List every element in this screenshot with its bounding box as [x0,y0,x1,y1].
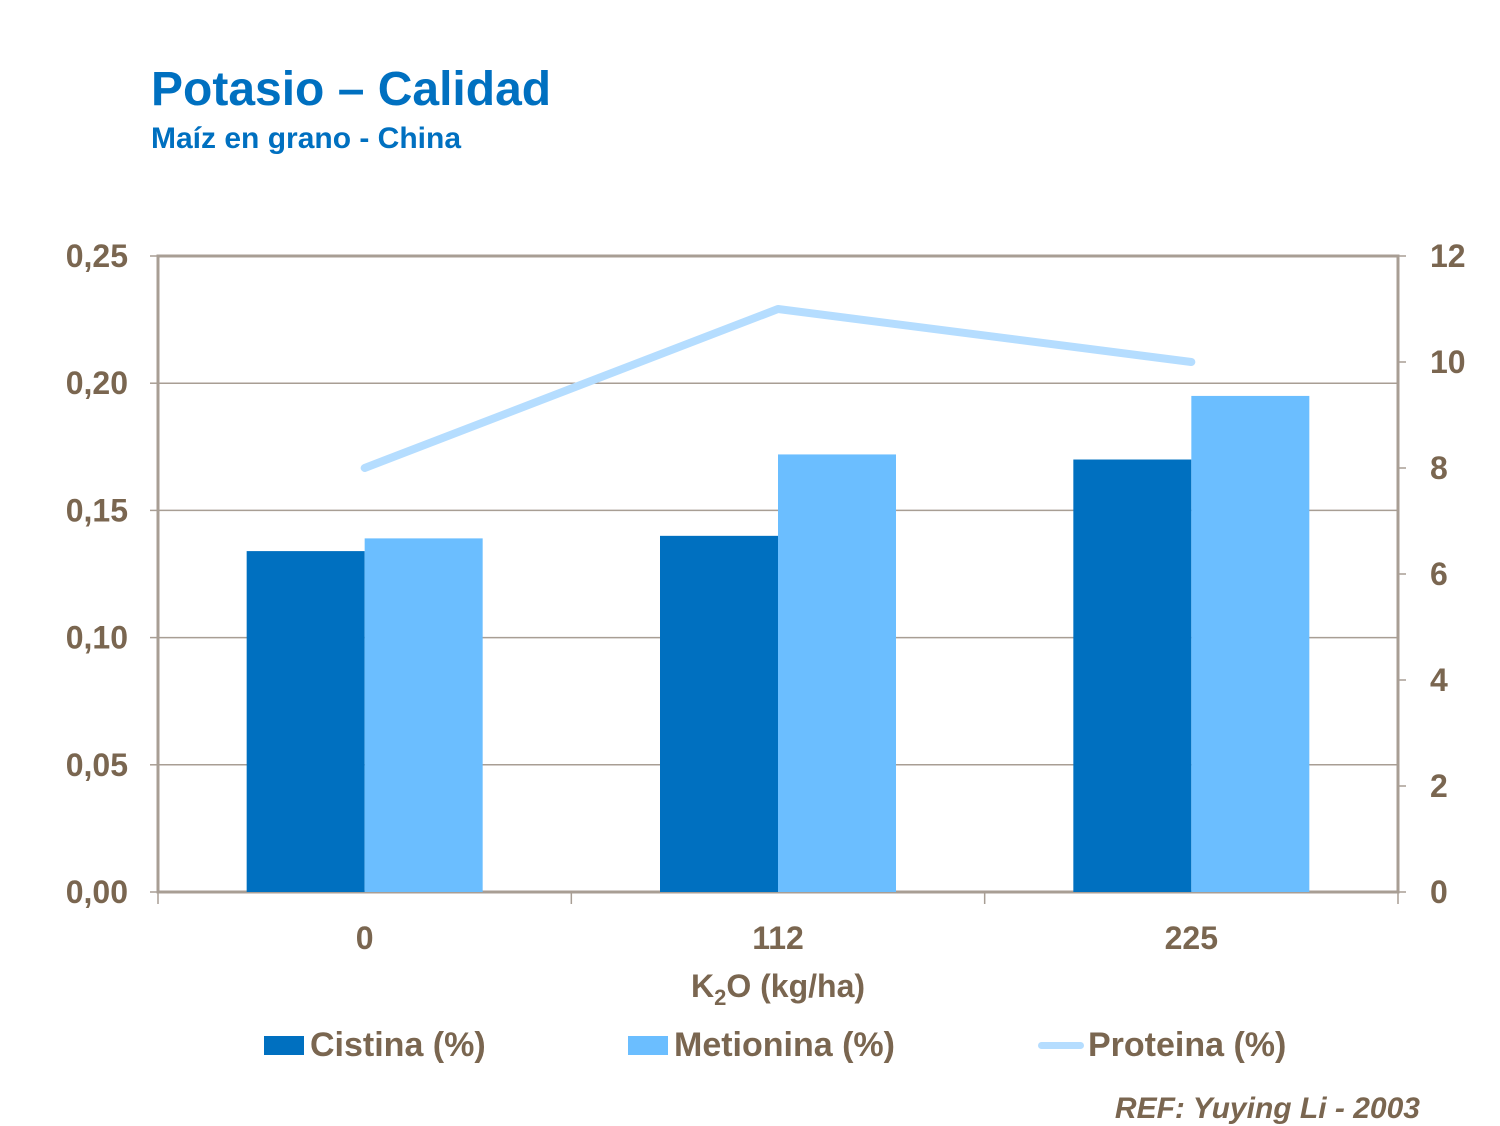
right-tick-label: 6 [1430,556,1448,592]
bar-cistina [660,535,778,892]
legend-swatch-metionina [628,1036,668,1055]
right-tick-label: 4 [1430,662,1448,698]
x-tick-label: 112 [752,920,804,956]
legend-label-cistina: Cistina (%) [310,1026,486,1064]
x-tick-label: 0 [356,920,374,956]
bar-metionina [1191,395,1310,892]
right-tick-label: 12 [1430,238,1466,274]
left-tick-label: 0,10 [66,620,128,656]
left-tick-label: 0,00 [66,874,128,910]
bar-cistina [1073,459,1192,892]
right-tick-label: 8 [1430,450,1448,486]
legend-label-metionina: Metionina (%) [674,1026,895,1064]
line-proteina [360,305,1196,472]
left-tick-label: 0,20 [66,365,128,401]
left-tick-label: 0,15 [66,492,128,528]
legend-proteina: Proteina (%) [1038,1026,1286,1065]
x-axis-label: K2O (kg/ha) [691,968,865,1010]
legend-swatch-proteina [1038,1042,1084,1049]
legend-metionina: Metionina (%) [628,1026,895,1065]
chart-subtitle: Maíz en grano - China [151,122,462,155]
legend-swatch-cistina [264,1036,304,1055]
bar-cistina [246,551,365,892]
legend-cistina: Cistina (%) [264,1026,486,1065]
bar-metionina [778,454,896,892]
reference-note: REF: Yuying Li - 2003 [1114,1092,1420,1125]
chart-title: Potasio – Calidad [151,63,552,116]
x-tick-label: 225 [1165,920,1218,956]
right-tick-label: 2 [1430,768,1448,804]
legend-label-proteina: Proteina (%) [1088,1026,1287,1064]
right-tick-label: 0 [1430,874,1448,910]
bar-metionina [364,538,483,892]
left-tick-label: 0,25 [66,238,128,274]
left-tick-label: 0,05 [66,747,128,783]
right-tick-label: 10 [1430,344,1466,380]
